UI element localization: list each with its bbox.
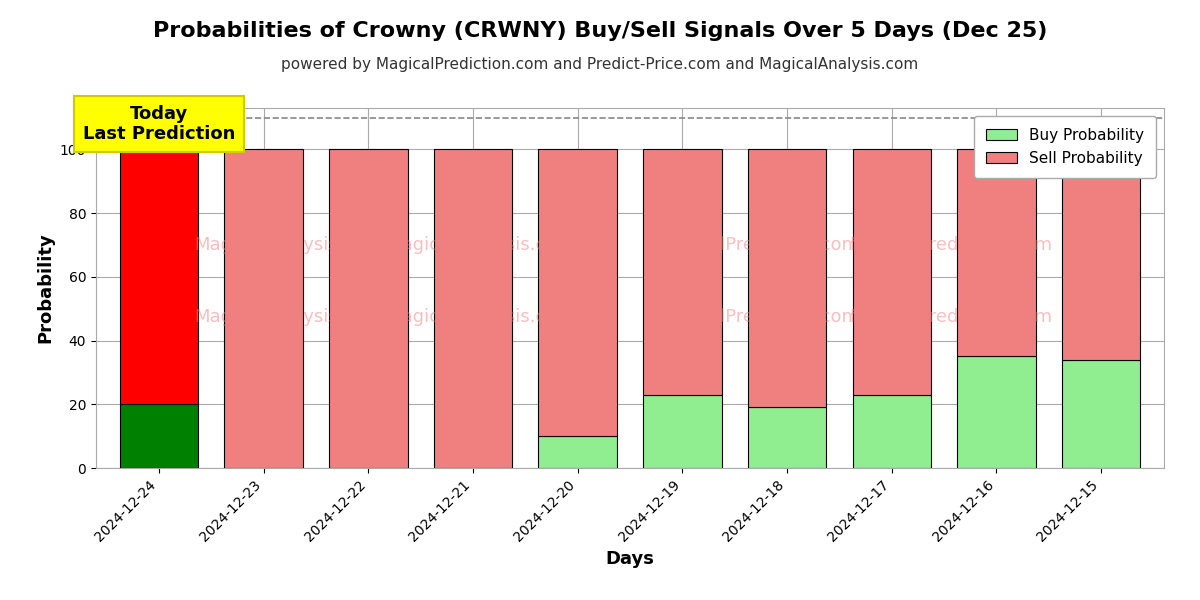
Bar xyxy=(120,404,198,468)
Bar xyxy=(643,395,721,468)
Text: MagicalPrediction.com: MagicalPrediction.com xyxy=(656,236,859,254)
Text: powered by MagicalPrediction.com and Predict-Price.com and MagicalAnalysis.com: powered by MagicalPrediction.com and Pre… xyxy=(281,57,919,72)
X-axis label: Days: Days xyxy=(606,550,654,568)
Text: Today
Last Prediction: Today Last Prediction xyxy=(83,104,235,143)
Bar xyxy=(329,149,408,468)
Bar xyxy=(224,149,302,468)
Bar xyxy=(433,149,512,468)
Y-axis label: Probability: Probability xyxy=(36,233,54,343)
Bar xyxy=(120,149,198,404)
Bar xyxy=(852,149,931,395)
Bar xyxy=(643,149,721,395)
Legend: Buy Probability, Sell Probability: Buy Probability, Sell Probability xyxy=(974,116,1157,178)
Text: MagicalAnalysis.com: MagicalAnalysis.com xyxy=(386,308,575,326)
Bar xyxy=(958,356,1036,468)
Bar xyxy=(539,149,617,436)
Text: MagicalPrediction.com: MagicalPrediction.com xyxy=(656,308,859,326)
Bar xyxy=(958,149,1036,356)
Text: Probabilities of Crowny (CRWNY) Buy/Sell Signals Over 5 Days (Dec 25): Probabilities of Crowny (CRWNY) Buy/Sell… xyxy=(152,21,1048,41)
Bar xyxy=(748,149,827,407)
Bar xyxy=(852,395,931,468)
Bar xyxy=(1062,359,1140,468)
Text: MagicalPrediction.com: MagicalPrediction.com xyxy=(848,236,1052,254)
Text: MagicalAnalysis.com: MagicalAnalysis.com xyxy=(194,308,382,326)
Bar xyxy=(748,407,827,468)
Bar xyxy=(539,436,617,468)
Text: MagicalAnalysis.com: MagicalAnalysis.com xyxy=(386,236,575,254)
Text: MagicalAnalysis.com: MagicalAnalysis.com xyxy=(194,236,382,254)
Bar xyxy=(1062,149,1140,359)
Text: MagicalPrediction.com: MagicalPrediction.com xyxy=(848,308,1052,326)
